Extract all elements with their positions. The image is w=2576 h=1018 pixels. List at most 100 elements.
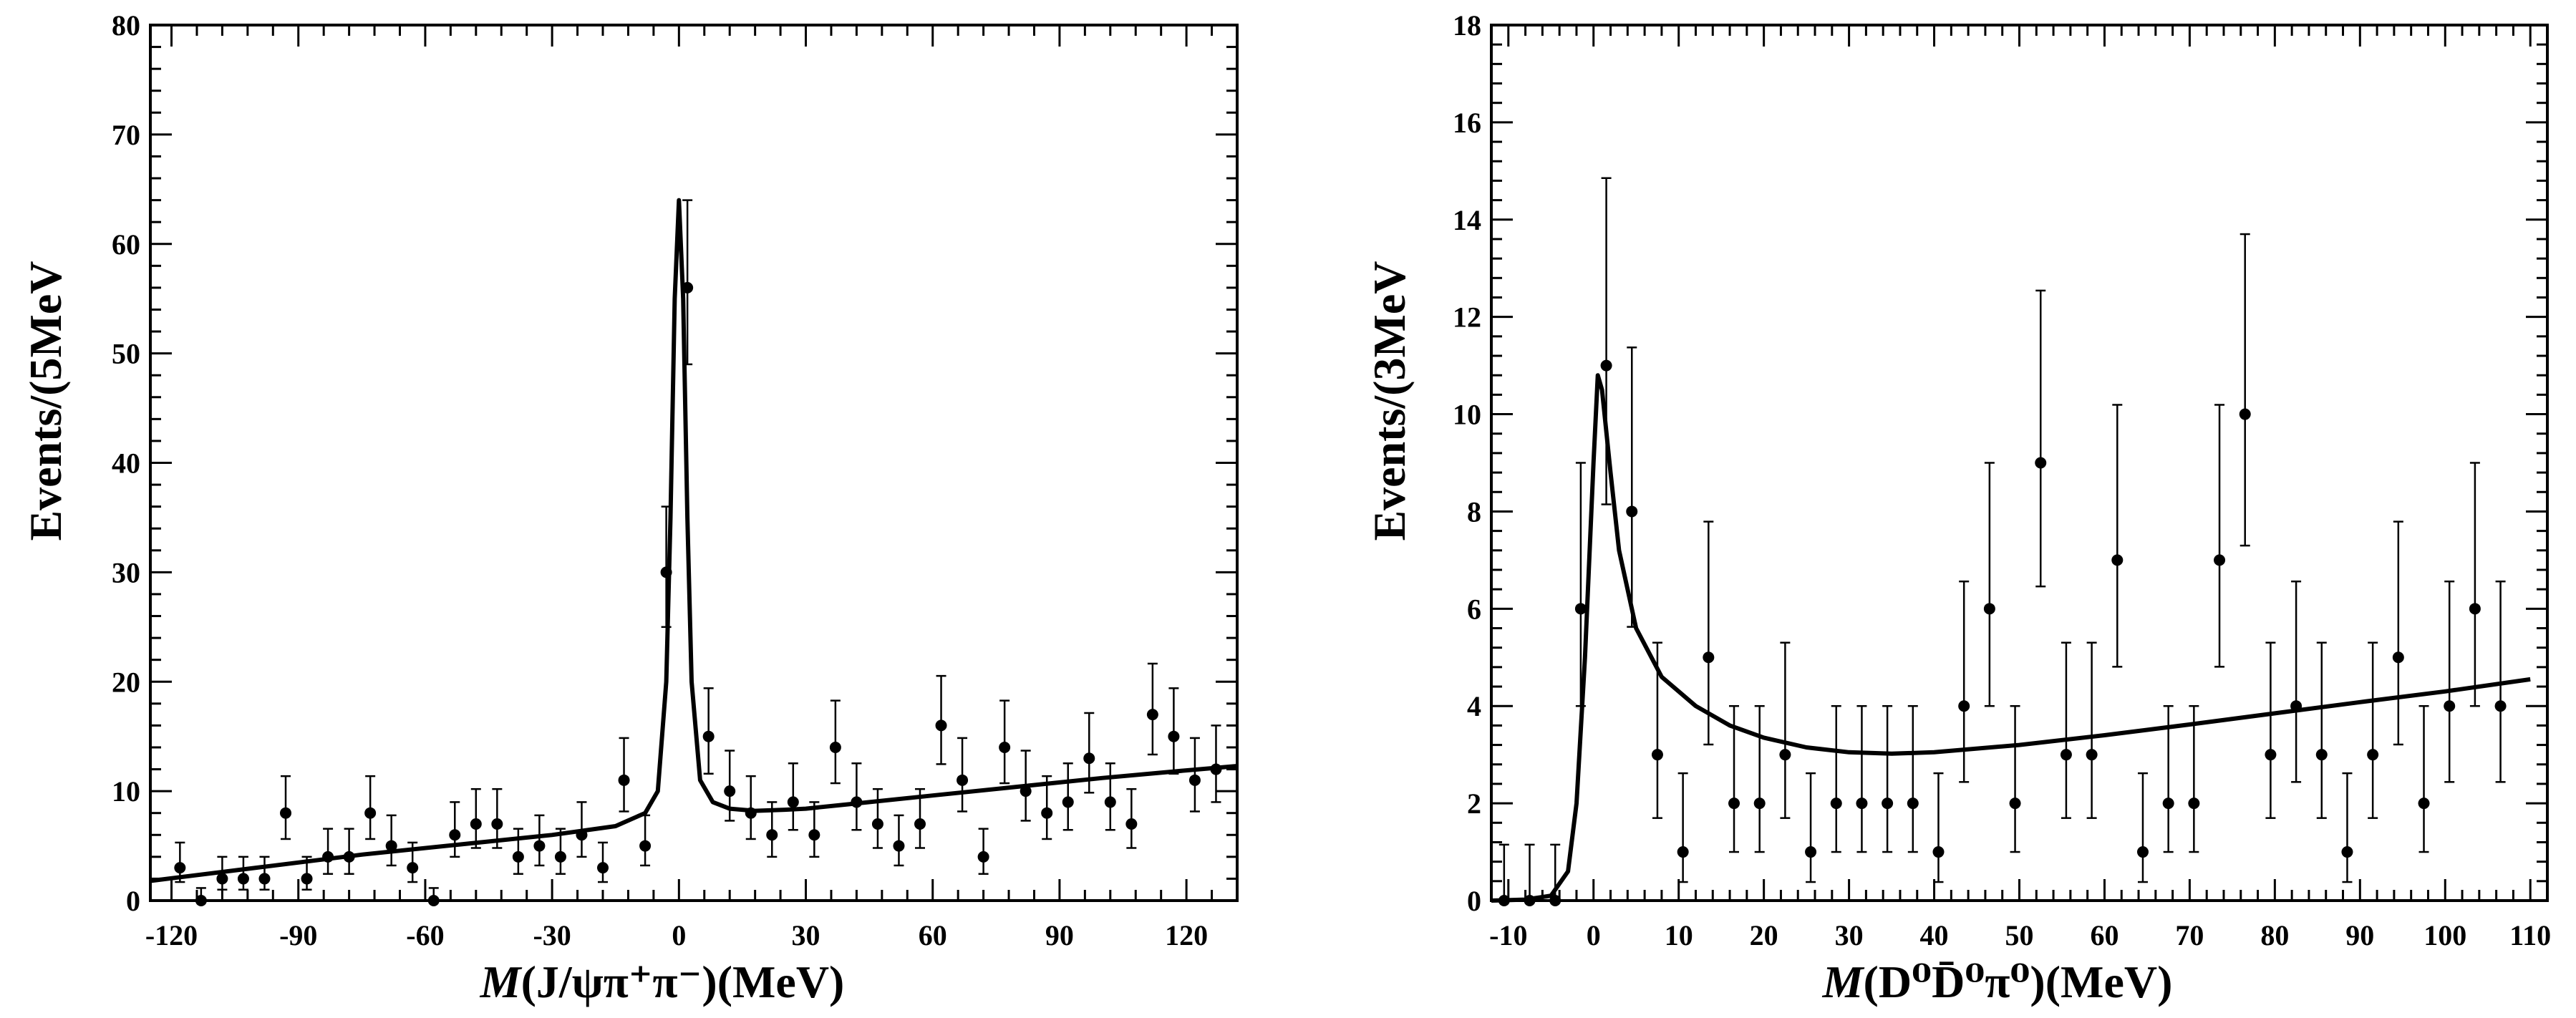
data-point: [1830, 704, 1842, 853]
data-point: [1146, 662, 1158, 756]
data-marker: [893, 840, 905, 852]
data-point: [449, 801, 461, 858]
plot-frame-right: [1490, 24, 2549, 902]
data-point: [957, 737, 969, 813]
data-point: [2444, 580, 2456, 783]
data-marker: [1932, 846, 1945, 858]
data-point: [829, 699, 841, 785]
data-marker: [702, 730, 715, 742]
data-point: [576, 801, 588, 858]
data-marker: [829, 741, 841, 753]
y-tick-label: 8: [1467, 495, 1481, 528]
data-point: [724, 750, 736, 822]
tick-labels-left: -120 -90 -60 -30 0 30 60 90 120 0 10 20 30 40 50 60 70 80: [112, 9, 1208, 951]
data-point: [1188, 737, 1201, 813]
x-tick-label: 30: [792, 919, 820, 951]
data-point: [280, 775, 292, 840]
data-point: [2162, 704, 2174, 853]
data-point: [237, 855, 249, 891]
x-tick-label: 50: [2005, 919, 2034, 951]
data-point: [999, 699, 1011, 785]
data-marker: [724, 785, 736, 798]
data-marker: [1104, 796, 1116, 808]
data-point: [1753, 704, 1766, 853]
data-marker: [660, 566, 672, 578]
data-point: [2214, 404, 2226, 668]
data-point: [533, 814, 546, 867]
x-tick-label: 0: [1587, 919, 1601, 951]
data-point: [2035, 289, 2047, 588]
x-tick-label: -30: [533, 919, 571, 951]
x-axis-label-right-var: M: [1822, 956, 1865, 1007]
data-point: [427, 887, 440, 906]
data-point: [977, 828, 989, 875]
data-point: [1210, 724, 1222, 803]
data-point: [851, 762, 863, 831]
x-tick-label: 120: [1165, 919, 1208, 951]
data-marker: [2060, 749, 2072, 761]
data-point: [1779, 641, 1791, 819]
x-tick-label: 110: [2509, 919, 2551, 951]
data-point: [935, 674, 947, 765]
data-point: [1882, 704, 1894, 853]
y-tick-label: 10: [112, 775, 140, 808]
data-marker: [1805, 846, 1817, 858]
data-point: [1041, 775, 1053, 840]
y-tick-label: 0: [126, 885, 140, 917]
data-marker: [1651, 749, 1663, 761]
data-point: [787, 762, 799, 831]
data-point: [1168, 687, 1180, 775]
y-axis-label-right: Events/(3MeV: [1364, 261, 1415, 540]
data-marker: [682, 281, 694, 294]
tick-labels-right: -10 0 10 20 30 40 50 60 70 80 90 100 110024681012141…: [1453, 9, 2551, 951]
data-point: [1498, 843, 1510, 906]
data-marker: [745, 807, 757, 819]
data-point: [1703, 520, 1715, 746]
data-marker: [470, 818, 482, 830]
data-marker: [2444, 700, 2456, 712]
data-marker: [2111, 554, 2124, 566]
x-axis-label-left-inner: (J/ψπ⁺π⁻): [521, 956, 717, 1007]
data-marker: [999, 741, 1011, 753]
data-marker: [1125, 818, 1138, 830]
data-marker: [787, 796, 799, 808]
fit-curve-left: [150, 198, 1238, 883]
data-marker: [639, 840, 652, 852]
data-point: [343, 828, 355, 875]
data-marker: [597, 862, 609, 874]
data-marker: [1728, 798, 1740, 810]
data-marker: [2035, 457, 2047, 469]
fit-curve-layer-left: [150, 198, 1238, 883]
data-marker: [427, 895, 440, 906]
x-axis-label-right: M(D⁰D̄⁰π⁰)(MeV): [1822, 956, 2173, 1007]
data-point: [364, 775, 377, 840]
y-tick-label: 12: [1453, 301, 1481, 334]
data-marker: [977, 850, 989, 863]
data-marker: [1210, 763, 1222, 775]
data-point: [2111, 404, 2124, 668]
data-marker: [1146, 709, 1158, 721]
data-marker: [1524, 895, 1536, 906]
chart-panel-right: -10 0 10 20 30 40 50 60 70 80 90 100 110024681012141…: [1364, 9, 2551, 1007]
data-point: [2315, 641, 2328, 819]
data-marker: [2290, 700, 2303, 712]
data-marker: [935, 719, 947, 732]
data-point: [195, 887, 207, 906]
data-marker: [1498, 895, 1510, 906]
x-tick-label: 20: [1750, 919, 1778, 951]
data-marker: [364, 807, 377, 819]
y-tick-label: 10: [1453, 399, 1481, 431]
x-tick-label: 100: [2424, 919, 2466, 951]
data-marker: [618, 774, 630, 786]
data-marker: [1907, 798, 1919, 810]
data-marker: [2136, 846, 2149, 858]
data-point: [2265, 641, 2277, 819]
data-point: [2341, 772, 2353, 883]
data-marker: [1958, 700, 1970, 712]
data-point: [1600, 177, 1612, 505]
data-marker: [808, 829, 820, 841]
data-marker: [1779, 749, 1791, 761]
data-marker: [216, 873, 228, 885]
data-marker: [237, 873, 249, 885]
data-marker: [195, 895, 207, 906]
